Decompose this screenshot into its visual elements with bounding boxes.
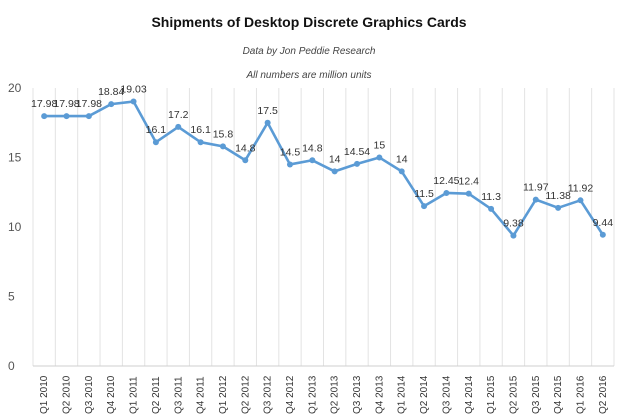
data-label: 11.92 [568,182,594,194]
data-label: 14.8 [302,142,323,154]
data-point [577,197,584,204]
data-point [41,113,48,120]
data-label: 9.44 [593,217,614,229]
x-tick-label: Q2 2012 [240,375,251,414]
x-tick-label: Q3 2014 [441,375,452,414]
x-tick-label: Q1 2010 [39,375,50,414]
x-tick-label: Q2 2013 [330,375,341,414]
x-tick-label: Q2 2014 [419,375,430,414]
x-tick-label: Q4 2014 [464,375,475,414]
data-point [130,98,137,105]
data-point [488,205,495,212]
data-label: 15 [374,140,386,152]
series-line [44,100,604,237]
data-point [398,168,405,175]
data-point [555,204,562,211]
y-tick-label: 20 [8,81,22,95]
chart-title: Shipments of Desktop Discrete Graphics C… [151,14,467,30]
x-tick-label: Q4 2015 [553,375,564,414]
data-label: 11.5 [414,188,434,200]
data-label: 11.38 [545,190,571,202]
data-label: 9.38 [503,218,524,230]
x-tick-label: Q1 2014 [397,375,408,414]
data-label: 16.1 [146,124,167,136]
data-point [309,157,316,164]
data-point [264,119,271,126]
x-axis: Q1 2010 Q2 2010 Q3 2010 Q4 2010 Q1 2011 Q2 20… [39,375,609,414]
x-tick-label: Q1 2016 [575,375,586,414]
data-point [421,203,428,210]
x-tick-label: Q1 2015 [486,375,497,414]
data-label: 14 [329,153,341,165]
data-point [108,101,115,108]
y-tick-label: 10 [8,220,22,234]
data-point [197,139,204,146]
data-label: 17.98 [53,98,79,110]
x-tick-label: Q3 2015 [531,375,542,414]
data-label: 14.54 [344,146,370,158]
data-point [63,113,70,120]
x-tick-label: Q4 2010 [106,375,117,414]
x-tick-label: Q3 2011 [173,376,184,414]
y-axis: 0 5 10 15 20 [8,81,22,373]
y-tick-label: 5 [8,290,15,304]
data-point [175,123,182,130]
data-label: 15.8 [213,128,234,140]
data-point [85,113,92,120]
x-tick-label: Q3 2012 [263,375,274,414]
data-label: 11.3 [481,191,501,203]
data-point [510,232,517,239]
series-line-path [44,100,604,237]
x-tick-label: Q2 2016 [598,375,609,414]
data-point [532,196,539,203]
data-point [286,161,293,168]
data-label: 17.98 [76,98,102,110]
data-label: 18.84 [98,86,124,98]
data-point [443,189,450,196]
data-point [376,154,383,161]
x-tick-label: Q1 2011 [129,376,140,414]
data-label: 17.5 [257,105,278,117]
chart-subtitle-units: All numbers are million units [246,70,372,81]
data-label: 17.98 [31,98,57,110]
data-point [354,160,361,167]
x-tick-label: Q2 2010 [62,375,73,414]
data-point [331,168,338,175]
data-label: 12.4 [459,176,480,188]
y-tick-label: 15 [8,151,22,165]
data-point [152,139,159,146]
x-tick-label: Q2 2015 [508,375,519,414]
x-tick-label: Q3 2010 [84,375,95,414]
data-point [242,157,249,164]
y-tick-label: 0 [8,359,15,373]
x-tick-label: Q4 2012 [285,375,296,414]
data-point [219,143,226,150]
data-label: 14.8 [235,142,256,154]
x-tick-label: Q1 2013 [307,375,318,414]
data-label: 17.2 [168,109,189,121]
data-label: 12.45 [433,175,459,187]
x-tick-label: Q2 2011 [151,376,162,414]
x-tick-label: Q1 2012 [218,375,229,414]
chart-subtitle-source: Data by Jon Peddie Research [242,46,376,57]
x-tick-label: Q3 2013 [352,375,363,414]
data-label: 16.1 [190,124,211,136]
x-tick-label: Q4 2011 [196,376,207,414]
data-points [41,98,606,239]
data-point [599,231,606,238]
data-label: 14 [396,153,408,165]
data-label: 14.5 [280,146,301,158]
data-label: 11.97 [523,182,549,194]
x-tick-label: Q4 2013 [374,375,385,414]
data-point [465,190,472,197]
grid-lines [32,88,615,367]
data-label: 19.03 [120,83,146,95]
